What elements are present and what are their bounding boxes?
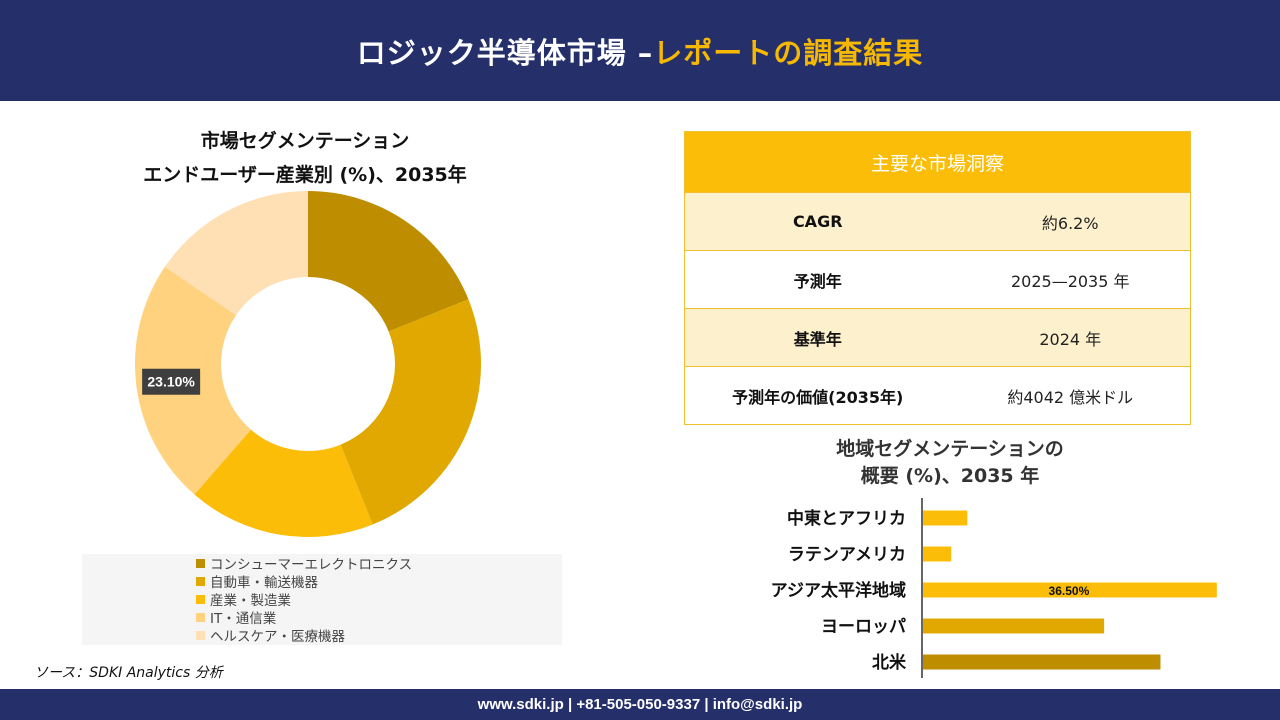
insights-row-forecast: 予測年 2025—2035 年 bbox=[685, 250, 1190, 308]
regional-title-line2: 概要 (%)、2035 年 bbox=[860, 465, 1040, 487]
bar-data-label: 36.50% bbox=[1049, 584, 1090, 598]
legend-swatch bbox=[196, 630, 205, 640]
legend-label: コンシューマーエレクトロニクス bbox=[210, 557, 413, 573]
insights-label: CAGR bbox=[792, 212, 843, 231]
bar-category-label: 中東とアフリカ bbox=[787, 508, 906, 529]
insights-row-base-year: 基準年 2024 年 bbox=[685, 308, 1190, 366]
bar-category-label: 北米 bbox=[872, 652, 907, 673]
page-title: ロジック半導体市場 –レポートの調査結果 bbox=[357, 30, 924, 72]
bar-north-america bbox=[923, 654, 1161, 670]
legend-swatch bbox=[196, 558, 205, 568]
donut-slice-consumer-electronics bbox=[308, 191, 469, 332]
insights-value: 2024 年 bbox=[1039, 329, 1102, 349]
insights-value: 約6.2% bbox=[1041, 213, 1099, 233]
svg-text:23.10%: 23.10% bbox=[147, 374, 195, 390]
insights-value: 約4042 億米ドル bbox=[1007, 387, 1134, 407]
bar-asia-pacific bbox=[923, 582, 1217, 598]
insights-table: 主要な市場洞察 CAGR 約6.2% 予測年 2025—2035 年 基準年 2… bbox=[684, 131, 1191, 425]
title-accent: レポートの調査結果 bbox=[653, 35, 924, 70]
donut-title-line2: エンドユーザー産業別 (%)、2035年 bbox=[143, 164, 467, 186]
title-main: ロジック半導体市場 – bbox=[356, 35, 654, 70]
legend-swatch bbox=[196, 576, 205, 586]
bar-europe bbox=[923, 618, 1105, 634]
insights-label: 予測年 bbox=[793, 271, 842, 291]
insights-heading: 主要な市場洞察 bbox=[685, 132, 1190, 192]
legend-item-it-telecom: IT・通信業 bbox=[196, 608, 562, 627]
bar-category-label: ラテンアメリカ bbox=[788, 545, 906, 565]
donut-slice-industrial bbox=[194, 429, 373, 537]
legend-swatch bbox=[196, 612, 205, 622]
donut-slice-automotive bbox=[340, 299, 481, 525]
legend-label: IT・通信業 bbox=[210, 611, 277, 627]
donut-slice-healthcare bbox=[164, 191, 308, 316]
header-banner: ロジック半導体市場 –レポートの調査結果 bbox=[0, 0, 1280, 101]
insights-row-value: 予測年の価値(2035年) 約4042 億米ドル bbox=[685, 366, 1190, 424]
insights-label: 予測年の価値(2035年) bbox=[732, 387, 904, 407]
bar-middle-east-africa bbox=[923, 510, 968, 526]
source-note: ソース：SDKI Analytics 分析 bbox=[34, 665, 223, 681]
donut-chart: 23.10% bbox=[135, 191, 481, 537]
legend-label: 自動車・輸送機器 bbox=[210, 575, 318, 591]
insights-label: 基準年 bbox=[793, 329, 842, 349]
insights-value: 2025—2035 年 bbox=[1010, 271, 1130, 291]
bar-category-label: ヨーロッパ bbox=[821, 617, 906, 637]
legend-item-automotive: 自動車・輸送機器 bbox=[196, 572, 562, 591]
legend-label: 産業・製造業 bbox=[210, 593, 291, 609]
legend-swatch bbox=[196, 594, 205, 604]
bar-latin-america bbox=[923, 546, 952, 562]
donut-legend: コンシューマーエレクトロニクス 自動車・輸送機器 産業・製造業 IT・通信業ヘルスケア… bbox=[82, 554, 562, 645]
footer-bar: www.sdki.jp | +81-505-050-9337 | info@sd… bbox=[0, 689, 1280, 720]
donut-title-line1: 市場セグメンテーション bbox=[200, 130, 410, 152]
legend-item-consumer-electronics: コンシューマーエレクトロニクス bbox=[196, 554, 562, 573]
regional-title-line1: 地域セグメンテーションの bbox=[836, 438, 1064, 460]
legend-item-industrial: 産業・製造業 bbox=[196, 590, 562, 609]
legend-label: ヘルスケア・医療機器 bbox=[210, 629, 345, 645]
donut-data-label: 23.10% bbox=[142, 368, 201, 395]
legend-item-healthcare: ヘルスケア・医療機器 bbox=[196, 626, 562, 645]
footer-contact: www.sdki.jp | +81-505-050-9337 | info@sd… bbox=[477, 696, 803, 713]
insights-row-cagr: CAGR 約6.2% bbox=[685, 192, 1190, 250]
bar-category-label: アジア太平洋地域 bbox=[771, 580, 906, 601]
